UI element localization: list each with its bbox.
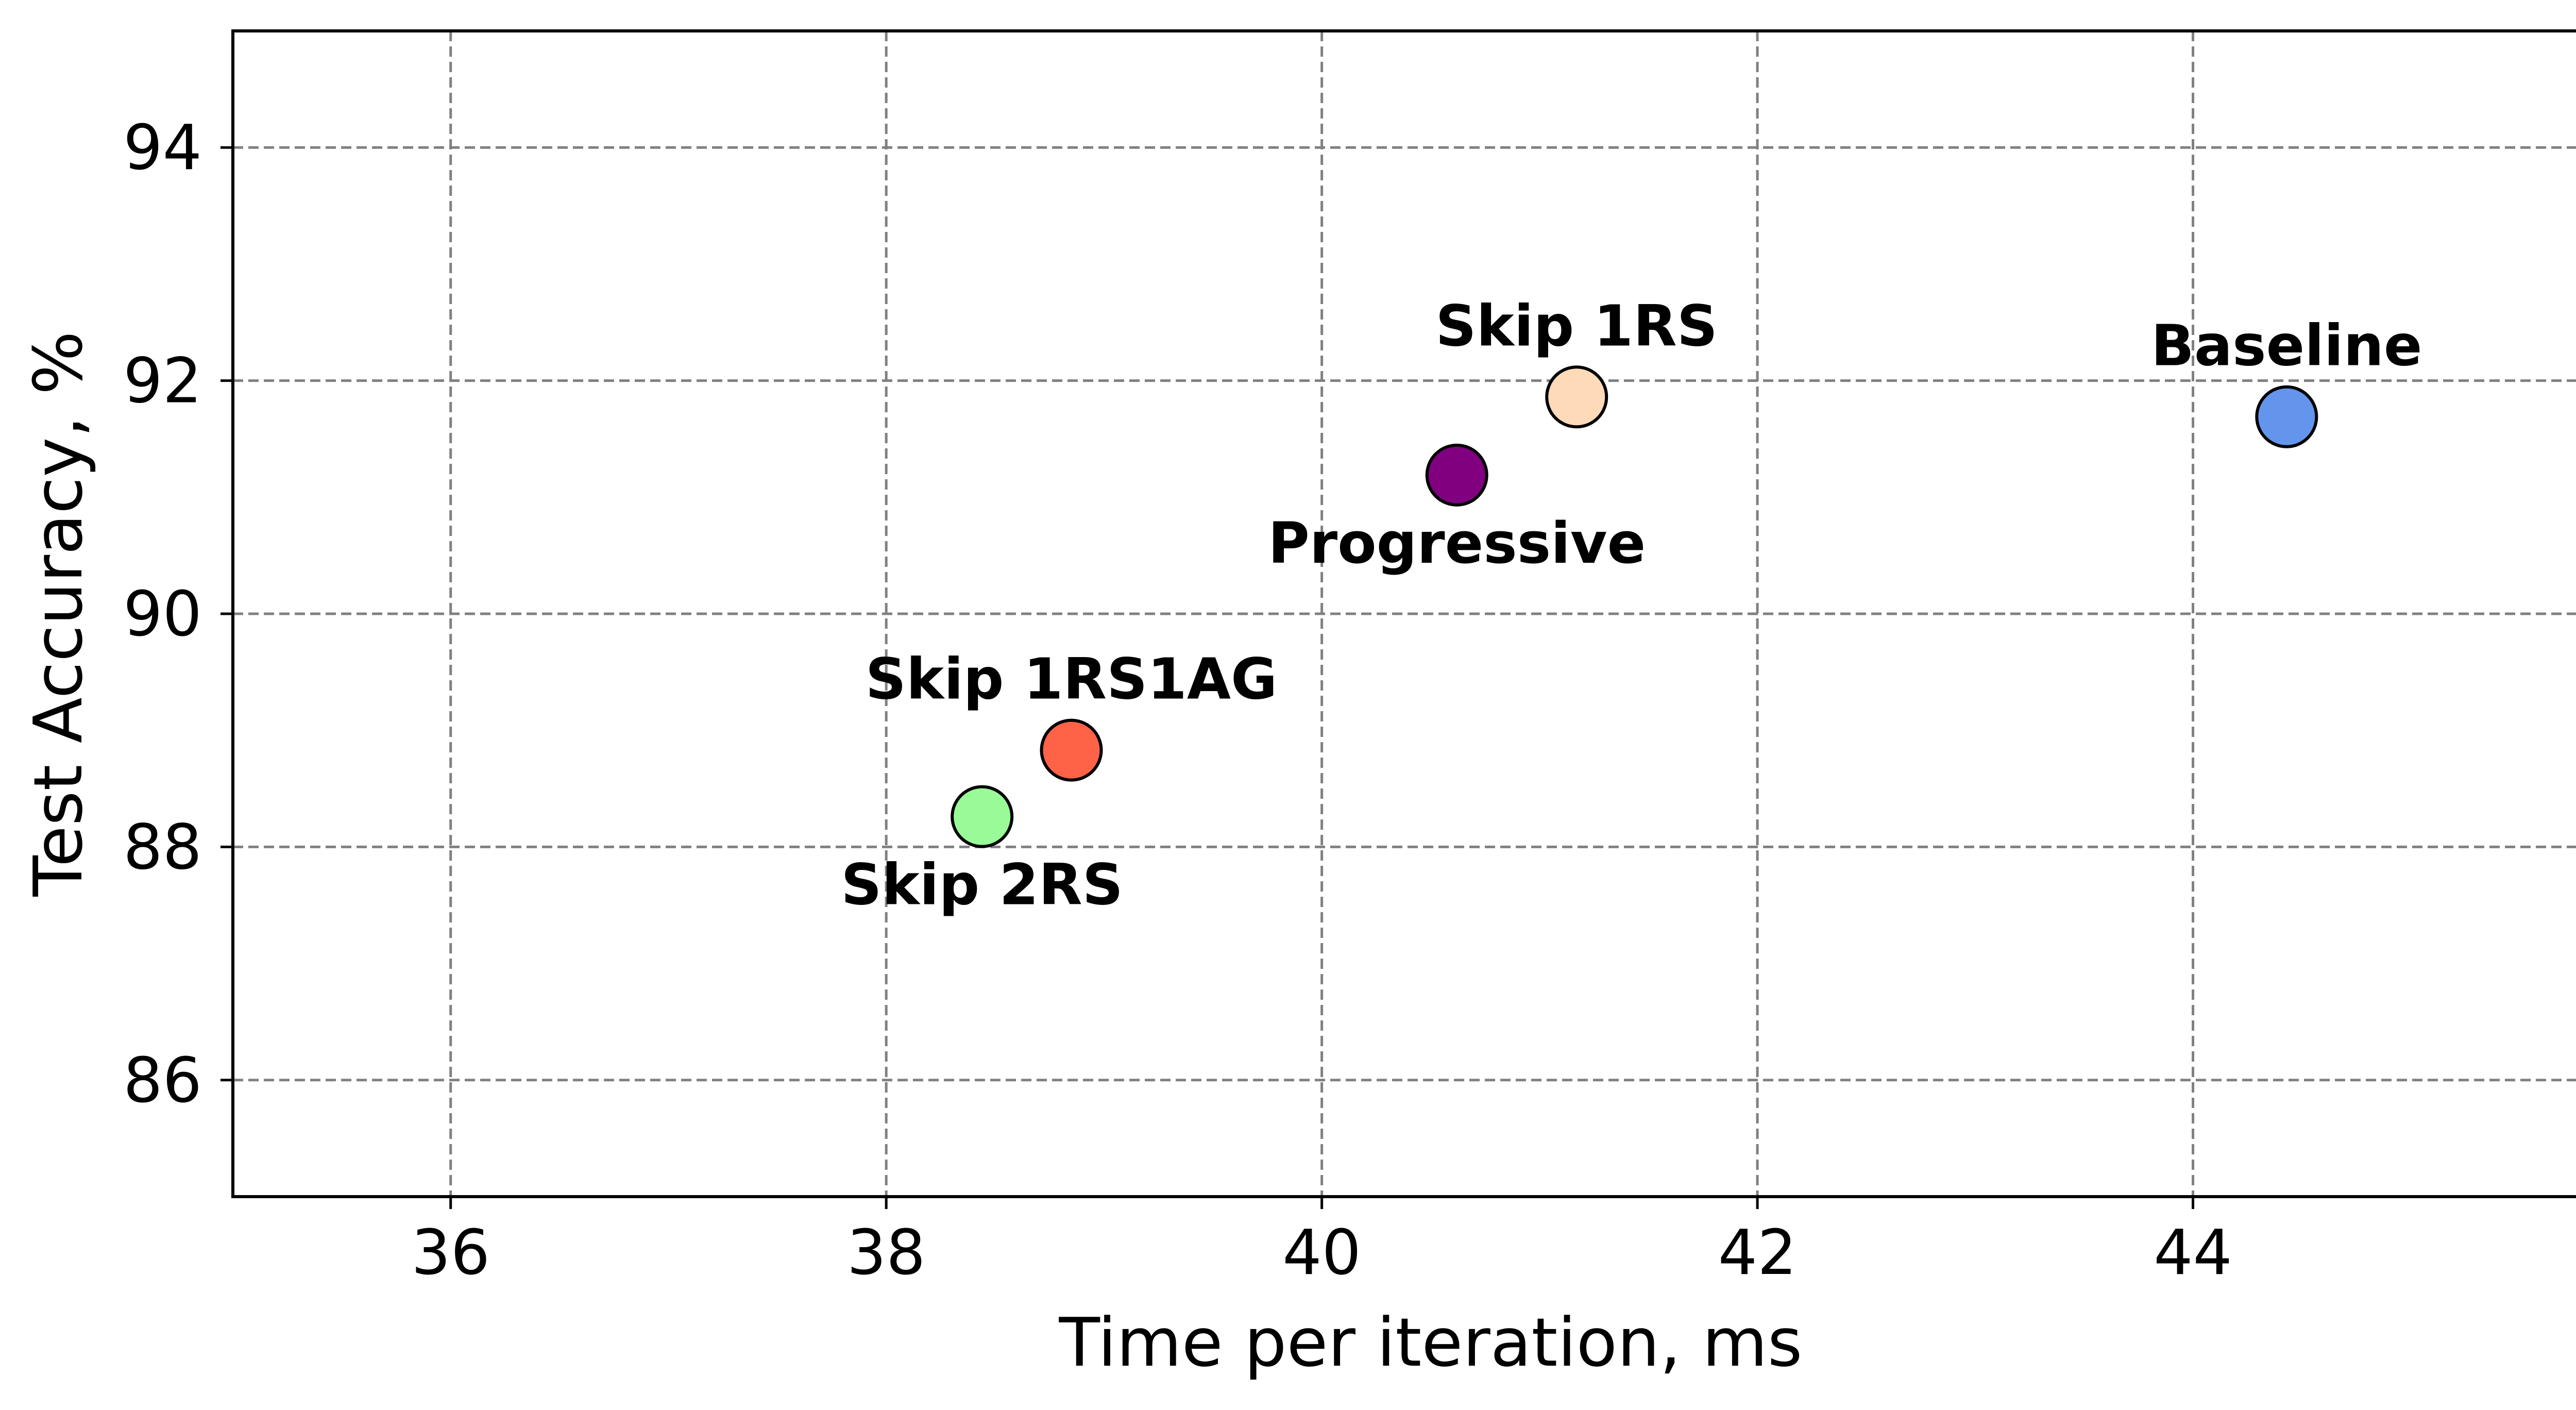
x-tick-label: 38 xyxy=(847,1217,926,1289)
y-tick-label: 92 xyxy=(123,346,202,417)
point-baseline xyxy=(2255,385,2318,448)
plot-frame xyxy=(231,29,2576,1198)
point-progressive xyxy=(1425,443,1488,507)
label-baseline: Baseline xyxy=(2151,313,2422,379)
x-tick-label: 42 xyxy=(1718,1217,1797,1289)
label-skip-2rs: Skip 2RS xyxy=(841,852,1123,918)
y-axis-label: Test Accuracy, % xyxy=(19,331,97,897)
point-skip-1rs xyxy=(1545,365,1608,429)
x-tick-label: 36 xyxy=(411,1217,490,1289)
label-skip-1rs: Skip 1RS xyxy=(1435,293,1718,359)
point-skip-2rs xyxy=(951,785,1014,848)
y-tick-label: 90 xyxy=(123,579,202,650)
point-skip-1rs1ag xyxy=(1040,718,1103,782)
y-tick-label: 94 xyxy=(123,112,202,184)
x-tick-label: 44 xyxy=(2154,1217,2232,1289)
data-points xyxy=(951,365,2318,848)
label-progressive: Progressive xyxy=(1268,510,1646,576)
label-skip-1rs1ag: Skip 1RS1AG xyxy=(866,646,1278,712)
point-labels: Baseline Skip 1RS Progressive Skip 1RS1AG Sk… xyxy=(841,293,2422,917)
axis-ticks: 3638404244468688909294 xyxy=(123,112,2232,1289)
y-tick-label: 88 xyxy=(123,812,202,883)
grid xyxy=(233,31,2576,1197)
y-tick-label: 86 xyxy=(123,1045,202,1117)
x-axis-label: Time per iteration, ms xyxy=(1059,1303,1803,1382)
x-tick-label: 40 xyxy=(1282,1217,1361,1289)
